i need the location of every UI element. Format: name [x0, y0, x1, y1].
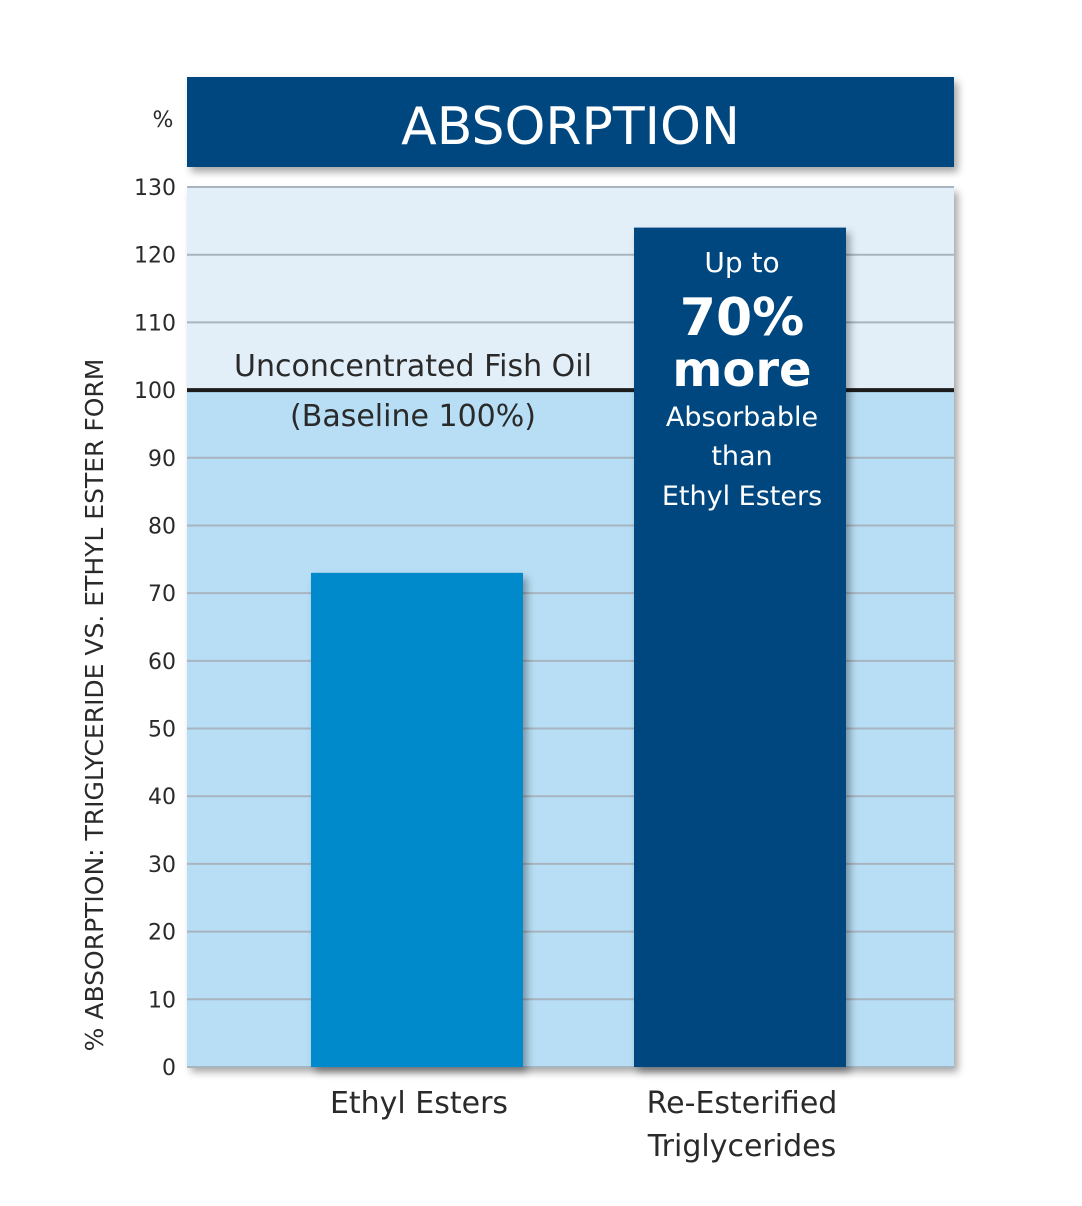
x-category-label: Triglycerides	[647, 1129, 836, 1164]
y-unit-label: %	[153, 108, 174, 133]
y-tick-label: 80	[148, 514, 176, 539]
baseline-label-line2: (Baseline 100%)	[290, 399, 536, 434]
baseline-label-line1: Unconcentrated Fish Oil	[234, 349, 592, 384]
bar-re-esterified-triglycerides	[634, 227, 846, 1068]
y-tick-label: 10	[148, 988, 176, 1013]
x-category-label: Ethyl Esters	[330, 1086, 508, 1121]
annotation-absorbable: Absorbable	[666, 402, 818, 433]
chart-title: ABSORPTION	[401, 97, 740, 157]
y-tick-label: 90	[148, 447, 176, 472]
title-banner	[187, 77, 954, 167]
annotation-percent: 70%	[680, 288, 804, 348]
y-tick-label: 0	[162, 1056, 176, 1081]
bar-ethyl-esters	[311, 572, 523, 1067]
y-tick-label: 50	[148, 718, 176, 743]
y-tick-label: 20	[148, 921, 176, 946]
annotation-more: more	[672, 342, 811, 398]
y-tick-label: 40	[148, 785, 176, 810]
y-tick-label: 60	[148, 650, 176, 675]
y-tick-label: 120	[134, 244, 176, 269]
annotation-ethyl-esters: Ethyl Esters	[662, 481, 822, 512]
y-tick-label: 100	[134, 379, 176, 404]
y-tick-label: 130	[134, 176, 176, 201]
y-tick-label: 30	[148, 853, 176, 878]
y-tick-label: 70	[148, 582, 176, 607]
x-category-label: Re-Esterified	[647, 1086, 838, 1121]
y-axis-label: % ABSORPTION: TRIGLYCERIDE VS. ETHYL EST…	[80, 359, 109, 1052]
annotation-than: than	[711, 441, 772, 472]
y-tick-label: 110	[134, 311, 176, 336]
annotation-up-to: Up to	[704, 246, 779, 279]
